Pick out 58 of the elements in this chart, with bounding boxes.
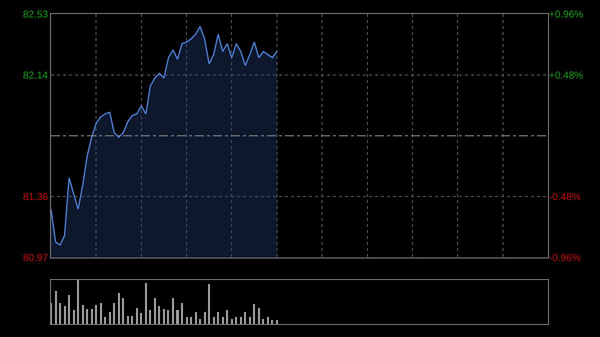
bar: [163, 308, 165, 324]
bar: [253, 304, 255, 324]
bar: [249, 316, 251, 324]
bar: [186, 316, 188, 324]
bar: [172, 298, 174, 324]
bar: [240, 316, 242, 324]
bar: [113, 302, 115, 324]
y2-tick-label: +0.96%: [549, 10, 584, 20]
bar: [244, 312, 246, 324]
bar: [149, 310, 151, 324]
bar: [213, 316, 215, 324]
y-tick-label: 80.97: [22, 253, 48, 264]
bar: [122, 298, 124, 324]
bar: [231, 318, 233, 324]
bar: [262, 318, 264, 324]
bar: [235, 316, 237, 324]
bar: [267, 316, 269, 324]
y2-tick-label: -0.48%: [549, 192, 581, 204]
bar: [199, 318, 201, 324]
bar: [154, 298, 156, 324]
bar: [86, 308, 88, 324]
bar: [208, 284, 210, 324]
bar: [59, 302, 61, 324]
y2-tick-label: -0.96%: [549, 253, 581, 264]
bar: [271, 320, 273, 324]
bar: [55, 290, 57, 324]
bar: [190, 316, 192, 324]
bar: [118, 292, 120, 324]
bar: [104, 316, 106, 324]
bar: [222, 316, 224, 324]
bar: [176, 310, 179, 324]
y-tick-label: 82.53: [22, 10, 48, 20]
bar: [195, 312, 197, 324]
bar: [136, 308, 138, 324]
bar: [100, 302, 102, 324]
bar: [73, 310, 75, 324]
bar: [217, 312, 219, 324]
bar: [167, 310, 169, 324]
bar: [181, 302, 183, 324]
y-tick-label: 81.36: [22, 192, 48, 204]
bar: [158, 306, 160, 324]
bar: [226, 310, 228, 324]
bar: [276, 320, 278, 324]
bar: [91, 308, 93, 324]
bar: [204, 312, 206, 324]
bar: [145, 282, 147, 324]
bar: [109, 312, 111, 324]
bar: [258, 308, 260, 324]
bar: [77, 280, 79, 324]
bar: [140, 312, 142, 324]
y2-tick-label: +0.48%: [549, 70, 584, 82]
bar: [64, 306, 66, 324]
y-tick-label: 82.14: [22, 70, 48, 82]
bar: [127, 316, 129, 324]
bar: [82, 304, 84, 324]
bar: [131, 316, 133, 324]
bar: [68, 294, 70, 324]
bar: [95, 304, 97, 324]
